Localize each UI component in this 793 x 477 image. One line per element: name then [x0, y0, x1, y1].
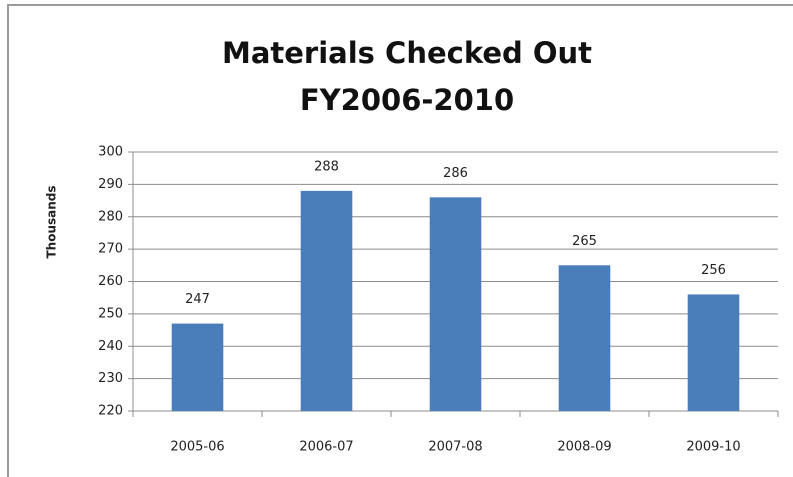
- bar: [171, 323, 224, 411]
- y-tick-label: 250: [98, 306, 123, 321]
- y-tick-label: 220: [98, 404, 123, 419]
- data-label: 256: [701, 263, 726, 278]
- x-tick-label: 2008-09: [557, 440, 611, 455]
- chart-title: Materials Checked Out: [222, 36, 592, 70]
- x-tick-label: 2006-07: [299, 440, 353, 455]
- bar: [300, 190, 353, 411]
- data-label: 265: [572, 234, 597, 249]
- chart-title: FY2006-2010: [300, 83, 514, 117]
- data-label: 247: [185, 292, 210, 307]
- x-tick-label: 2007-08: [428, 440, 482, 455]
- y-axis-label: Thousands: [45, 185, 59, 258]
- x-tick-label: 2005-06: [170, 440, 224, 455]
- y-tick-label: 280: [98, 209, 123, 224]
- y-tick-label: 240: [98, 339, 123, 354]
- bar: [687, 294, 740, 411]
- y-tick-label: 270: [98, 242, 123, 257]
- bar: [429, 197, 482, 411]
- data-label: 286: [443, 166, 468, 181]
- y-tick-label: 300: [98, 145, 123, 160]
- y-tick-label: 290: [98, 177, 123, 192]
- y-tick-label: 230: [98, 371, 123, 386]
- chart-frame: [7, 4, 793, 477]
- y-tick-label: 260: [98, 274, 123, 289]
- data-label: 288: [314, 159, 339, 174]
- bar: [558, 265, 611, 411]
- x-tick-label: 2009-10: [686, 440, 740, 455]
